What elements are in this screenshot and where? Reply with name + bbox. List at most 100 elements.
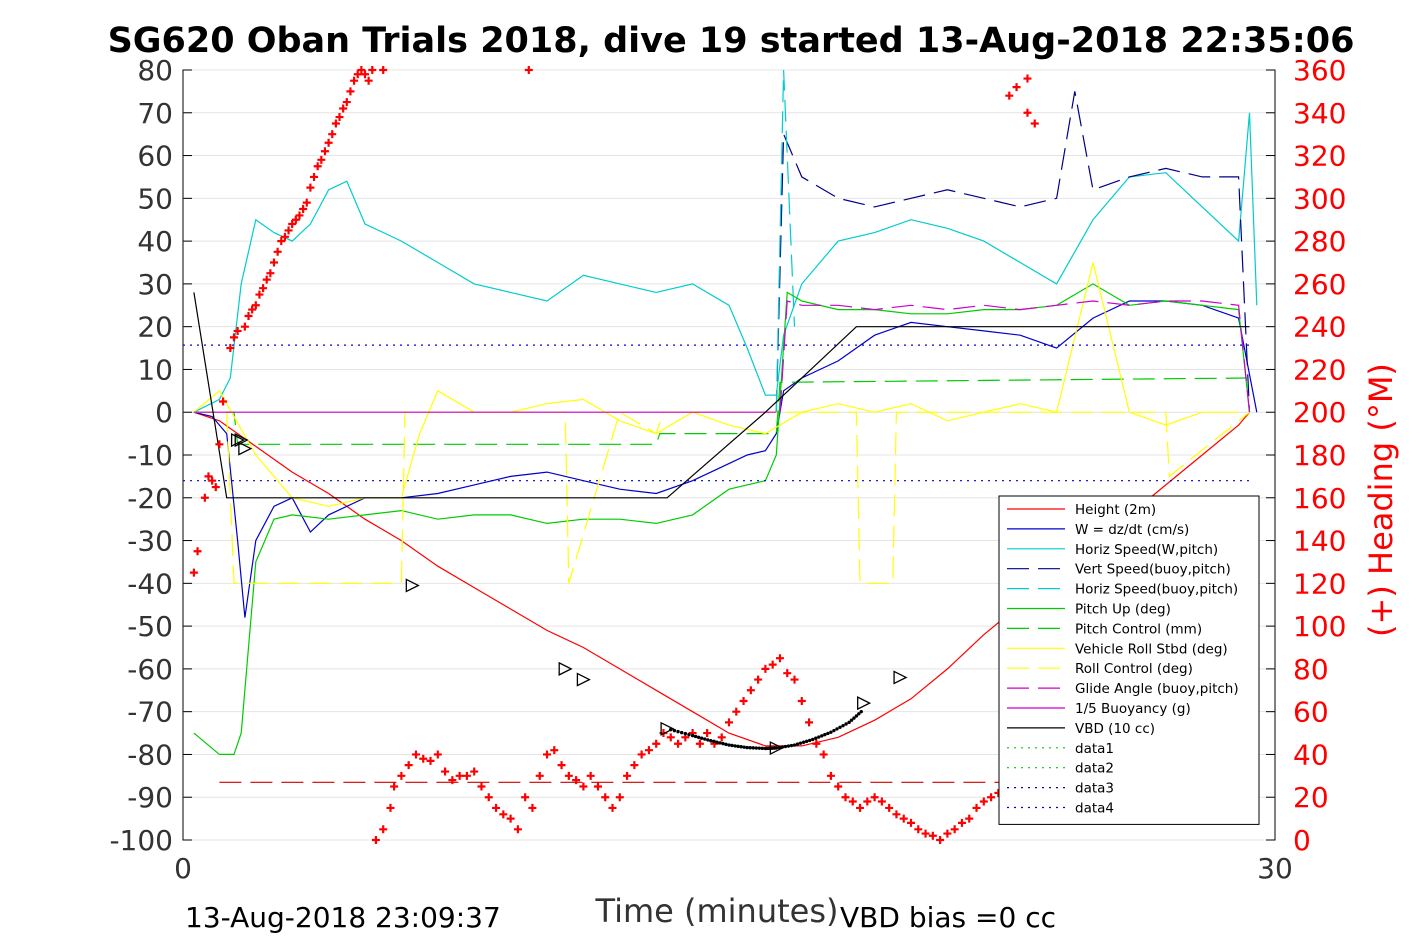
heading-point (240, 322, 249, 331)
y2-tick-label: 220 (1293, 353, 1346, 386)
heading-point (1030, 119, 1039, 128)
heading-point (386, 803, 395, 812)
vbd-dot (852, 716, 856, 720)
y2-tick-label: 100 (1293, 610, 1346, 643)
heading-point (870, 793, 879, 802)
vbd-dot (786, 744, 791, 748)
legend-item: data1 (1075, 741, 1114, 757)
vbd-dot (859, 709, 863, 714)
heading-point (805, 718, 814, 727)
heading-point (215, 440, 224, 449)
legend-item: 1/5 Buoyancy (g) (1075, 701, 1191, 717)
vbd-dot (829, 730, 833, 734)
legend-item: data2 (1075, 761, 1114, 777)
heading-point (535, 771, 544, 780)
y2-tick-label: 300 (1293, 182, 1346, 215)
vbd-dot (696, 735, 701, 740)
heading-point (848, 797, 857, 806)
heading-point (313, 162, 322, 171)
y-tick-label: 80 (137, 54, 173, 87)
heading-point (259, 284, 268, 293)
heading-point (957, 818, 966, 827)
heading-point (979, 797, 988, 806)
heading-point (732, 707, 741, 716)
series-layer (183, 69, 1258, 783)
vbd-dot (792, 743, 797, 747)
heading-point (426, 756, 435, 765)
vbd-marker (576, 672, 591, 687)
vbd-dot (751, 746, 755, 750)
y-tick-label: -90 (127, 781, 173, 814)
heading-point (572, 776, 581, 785)
heading-point (335, 113, 344, 122)
x-axis-label: Time (minutes) (595, 892, 839, 930)
heading-point (299, 205, 308, 214)
vbd-dot (676, 729, 680, 734)
heading-point (608, 803, 617, 812)
heading-point (455, 771, 464, 780)
heading-point (204, 472, 213, 481)
heading-point (361, 70, 369, 79)
vbd-marker (769, 740, 784, 756)
vbd-dot (690, 733, 695, 738)
legend-item: Horiz Speed(buoy,pitch) (1075, 582, 1238, 598)
vbd-dot (838, 725, 842, 729)
heading-point (564, 771, 573, 780)
vbd-dot (835, 727, 839, 731)
heading-point (557, 761, 566, 770)
heading-point (593, 782, 602, 791)
y2-tick-label: 140 (1293, 525, 1346, 558)
heading-point (630, 761, 639, 770)
vbd-dot (804, 739, 809, 744)
heading-point (579, 782, 588, 791)
y2-tick-label: 60 (1293, 696, 1329, 729)
vbd-dot (745, 745, 749, 750)
series-vbd-10-cc- (193, 292, 1250, 499)
vbd-dot (832, 728, 836, 733)
vbd-dot (820, 734, 824, 738)
heading-point (863, 797, 872, 806)
y2-tick-label: 280 (1293, 225, 1346, 258)
heading-point (284, 226, 293, 235)
heading-point (907, 818, 915, 827)
vbd-dot (687, 732, 691, 737)
heading-point (328, 130, 337, 139)
heading-point (441, 767, 450, 776)
vbd-marker (230, 432, 246, 448)
heading-point (448, 776, 457, 785)
x-tick-label: 30 (1257, 852, 1293, 885)
y-tick-label: 40 (137, 225, 173, 258)
heading-point (601, 793, 610, 802)
heading-point (834, 782, 843, 791)
heading-point (411, 750, 420, 759)
vbd-dot (798, 741, 803, 745)
heading-point (928, 831, 937, 840)
heading-point (189, 568, 198, 577)
y2-tick-label: 240 (1293, 311, 1346, 344)
vbd-dot (789, 743, 794, 748)
heading-point (812, 739, 821, 748)
y-tick-label: 0 (155, 396, 173, 429)
heading-point (317, 155, 326, 164)
heading-point (615, 793, 624, 802)
heading-point (262, 275, 271, 284)
heading-point (644, 746, 653, 755)
heading-point (320, 147, 329, 156)
y-tick-label: -100 (109, 824, 173, 857)
y2-tick-label: 180 (1293, 439, 1346, 472)
legend-item: Height (2m) (1075, 502, 1156, 518)
vbd-dot (730, 743, 734, 748)
legend-box (998, 495, 1260, 825)
y2-tick-label: 0 (1293, 824, 1311, 857)
vbd-dot (706, 738, 710, 742)
x-tick-label: 0 (174, 852, 192, 885)
y-tick-label: -80 (127, 738, 173, 771)
heading-point (324, 138, 333, 147)
y2-tick-label: 360 (1293, 54, 1346, 87)
heading-point (586, 771, 595, 780)
heading-point (790, 675, 799, 684)
heading-point (273, 247, 282, 256)
vbd-dot (849, 718, 854, 722)
heading-point (892, 810, 901, 819)
vbd-dot (700, 736, 704, 740)
